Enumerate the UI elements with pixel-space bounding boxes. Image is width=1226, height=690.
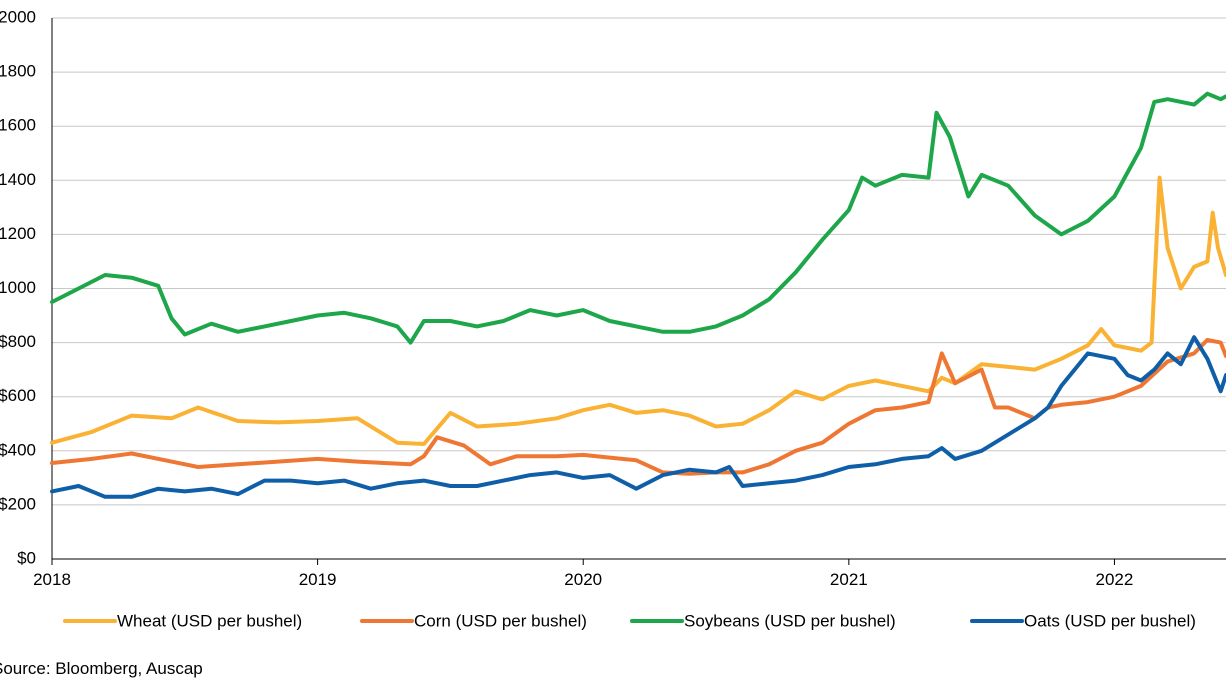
source-note: Source: Bloomberg, Auscap (0, 659, 203, 678)
y-tick-label-2: $400 (0, 440, 36, 459)
x-axis: 2018 2019 2020 2021 2022 (33, 18, 1226, 589)
legend-label-1: Wheat (USD per bushel) (117, 611, 302, 630)
series-line-4 (50, 335, 1226, 499)
y-tick-label-4: $800 (0, 332, 36, 351)
y-tick-label-0: $0 (17, 548, 36, 567)
series-line-1 (50, 175, 1226, 446)
legend: Wheat (USD per bushel) Corn (USD per bush… (63, 611, 1196, 630)
y-tick-label-3: $600 (0, 386, 36, 405)
x-tick-label-2: 2020 (564, 570, 602, 589)
x-tick-label-3: 2021 (830, 570, 868, 589)
y-tick-label-8: $1600 (0, 116, 36, 135)
series-line-3 (50, 91, 1226, 345)
y-tick-label-9: $1800 (0, 62, 36, 81)
y-tick-label-5: $1000 (0, 278, 36, 297)
x-tick-label-1: 2019 (299, 570, 337, 589)
y-tick-label-7: $1400 (0, 170, 36, 189)
y-axis-ticks: $0 $200 $400 $600 $800 $1000 $1200 $1400 $1600 $1… (0, 7, 36, 567)
y-tick-label-1: $200 (0, 494, 36, 513)
y-tick-label-10: $2000 (0, 7, 36, 26)
x-tick-label-0: 2018 (33, 570, 71, 589)
legend-label-4: Oats (USD per bushel) (1024, 611, 1196, 630)
series-line-2 (50, 337, 1226, 476)
legend-label-3: Soybeans (USD per bushel) (684, 611, 896, 630)
x-tick-label-4: 2022 (1096, 570, 1134, 589)
legend-label-2: Corn (USD per bushel) (414, 611, 587, 630)
series-lines (50, 91, 1226, 499)
y-tick-label-6: $1200 (0, 224, 36, 243)
gridlines (52, 17, 1226, 506)
